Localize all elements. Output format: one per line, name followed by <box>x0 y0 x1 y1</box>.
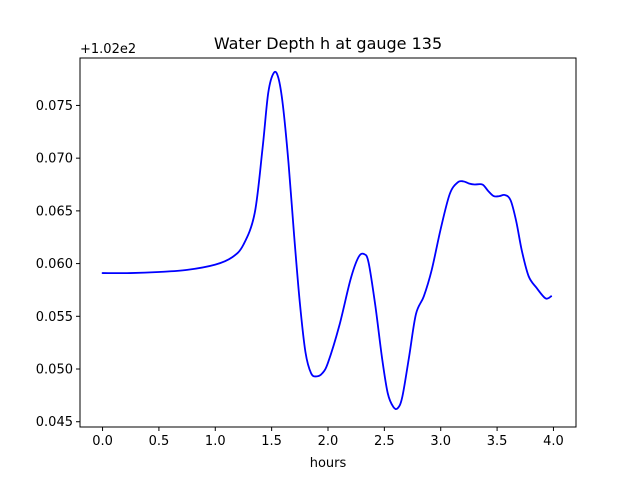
y-tick-label: 0.065 <box>36 204 73 219</box>
series-layer <box>101 70 553 411</box>
x-tick-label: 0.0 <box>92 434 113 449</box>
y-tick-label: 0.050 <box>36 363 73 378</box>
y-tick-label: 0.070 <box>36 152 73 167</box>
y-tick-label: 0.075 <box>36 99 73 114</box>
x-tick-label: 2.0 <box>318 434 339 449</box>
x-tick-label: 4.0 <box>543 434 564 449</box>
series-line <box>101 70 553 411</box>
x-tick-label: 3.0 <box>430 434 451 449</box>
plot-area-frame <box>79 57 577 428</box>
x-tick-label: 0.5 <box>149 434 170 449</box>
x-tick-label: 1.0 <box>205 434 226 449</box>
x-axis-label: hours <box>310 456 347 471</box>
x-tick-label: 1.5 <box>261 434 282 449</box>
chart-title: Water Depth h at gauge 135 <box>214 34 442 53</box>
y-tick-label: 0.060 <box>36 257 73 272</box>
y-tick-label: 0.045 <box>36 415 73 430</box>
x-tick-label: 2.5 <box>374 434 395 449</box>
x-tick-label: 3.5 <box>487 434 508 449</box>
y-tick-label: 0.055 <box>36 310 73 325</box>
y-axis-offset-label: +1.02e2 <box>80 42 136 57</box>
ticks-layer: 0.0 0.5 1.0 1.5 2.0 2.5 3.0 3.5 4.0 0.045 0.050 0.0… <box>36 99 564 449</box>
